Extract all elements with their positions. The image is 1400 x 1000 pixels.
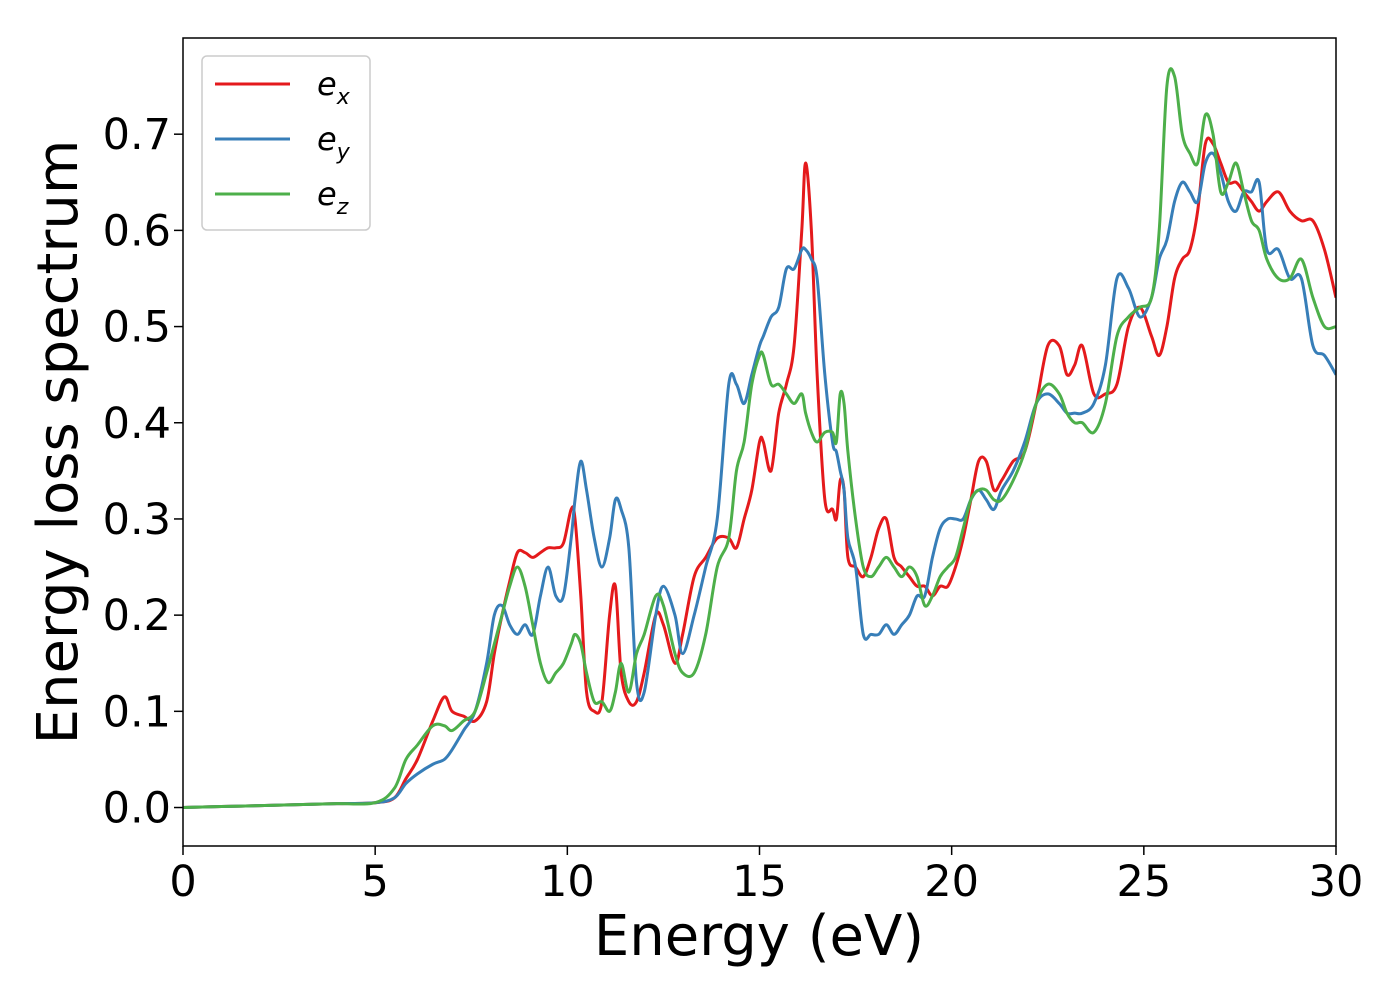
series-line-e_x [183, 136, 1336, 810]
x-tick-label: 30 [1309, 857, 1364, 907]
y-axis-label: Energy loss spectrum [26, 140, 91, 745]
y-tick-label: 0.1 [103, 687, 171, 737]
y-tick-label: 0.3 [103, 495, 171, 545]
x-tick-label: 5 [361, 857, 388, 907]
x-axis-label: Energy (eV) [594, 904, 924, 969]
y-tick-label: 0.7 [103, 110, 171, 160]
legend-box [201, 55, 371, 231]
y-tick-label: 0.0 [103, 784, 171, 834]
x-tick-label: 20 [924, 857, 979, 907]
x-tick-label: 15 [732, 857, 787, 907]
x-tick-label: 0 [169, 857, 196, 907]
x-axis: 0 5 10 15 20 25 30 [169, 846, 1363, 907]
series-line-e_z [183, 67, 1336, 810]
series-layer [183, 67, 1336, 810]
y-axis: 0.0 0.1 0.2 0.3 0.4 0.5 0.6 0.7 [103, 110, 183, 834]
x-tick-label: 25 [1116, 857, 1171, 907]
y-tick-label: 0.4 [103, 399, 171, 449]
y-tick-label: 0.2 [103, 591, 171, 641]
y-tick-label: 0.5 [103, 303, 171, 353]
x-tick-label: 10 [540, 857, 595, 907]
y-tick-label: 0.6 [103, 206, 171, 256]
series-line-e_y [183, 151, 1336, 810]
